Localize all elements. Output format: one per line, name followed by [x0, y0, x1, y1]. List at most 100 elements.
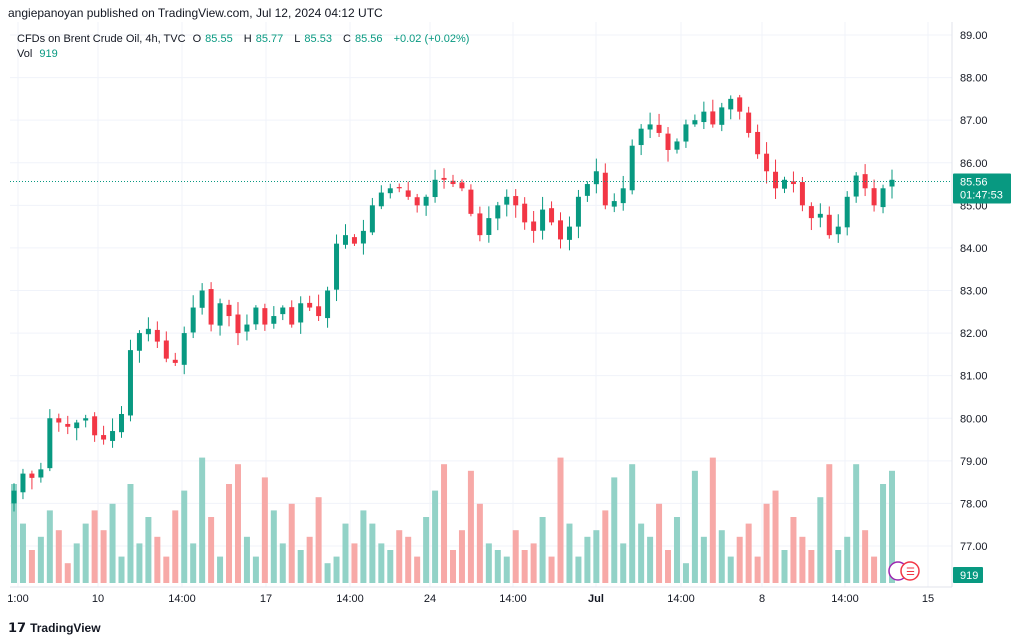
- volume-bar: [109, 503, 116, 583]
- volume-bar: [691, 470, 698, 583]
- volume-bar: [351, 543, 358, 583]
- volume-bar: [620, 543, 627, 583]
- close-label: C 85.56: [343, 33, 383, 45]
- volume-bar: [503, 556, 510, 583]
- price-tick-label: 81.00: [960, 371, 988, 383]
- volume-bar: [369, 523, 376, 583]
- volume-bar: [476, 503, 483, 583]
- price-tick-label: 88.00: [960, 73, 988, 85]
- volume-bar: [602, 510, 609, 583]
- volume-bar: [647, 536, 654, 583]
- volume-bar: [772, 490, 779, 583]
- volume-bar: [441, 464, 448, 583]
- candle-body: [172, 359, 178, 363]
- time-tick-label: 14:00: [336, 593, 364, 605]
- candle-body: [190, 307, 196, 333]
- candle-body: [47, 418, 53, 469]
- candle-body: [495, 205, 501, 219]
- volume-bar: [709, 457, 716, 583]
- price-tick-label: 89.00: [960, 30, 988, 42]
- candle-body: [620, 188, 626, 204]
- time-tick-label: 8: [759, 593, 765, 605]
- candle-body: [145, 328, 151, 335]
- price-tick-label: 78.00: [960, 498, 988, 510]
- volume-bar: [575, 556, 582, 583]
- volume-bar: [665, 550, 672, 583]
- candle-body: [298, 303, 304, 323]
- volume-bar: [611, 477, 618, 583]
- candle-body: [504, 196, 510, 205]
- candle-body: [226, 304, 232, 317]
- volume-bar: [405, 536, 412, 583]
- candle-body: [584, 184, 590, 196]
- time-tick-label: 17: [260, 593, 272, 605]
- candle-body: [459, 182, 465, 189]
- price-tick-label: 83.00: [960, 286, 988, 298]
- volume-bar: [208, 517, 215, 583]
- volume-bar: [817, 497, 824, 583]
- volume-bar: [243, 536, 250, 583]
- plot-background: [10, 22, 952, 587]
- vol-label[interactable]: Vol: [17, 48, 33, 60]
- volume-bar: [181, 490, 188, 583]
- volume-bar: [55, 530, 62, 583]
- volume-bar: [82, 523, 89, 583]
- last-price-value: 85.56: [960, 176, 988, 188]
- candle-body: [199, 290, 205, 308]
- volume-bar: [342, 523, 349, 583]
- volume-bar: [378, 543, 385, 583]
- volume-bar: [584, 536, 591, 583]
- candle-body: [244, 324, 250, 332]
- volume-bars: [11, 457, 895, 583]
- time-axis[interactable]: 1:00 10 14:00 17 14:00 24 14:00 Jul 14:00 8 14:00 1…: [7, 586, 952, 605]
- candle-body: [674, 141, 680, 150]
- candle-body: [647, 124, 653, 130]
- price-tick-label: 86.00: [960, 158, 988, 170]
- volume-bar: [217, 556, 224, 583]
- grid: [10, 22, 952, 587]
- volume-bar: [306, 536, 313, 583]
- low-value: 85.53: [304, 33, 332, 45]
- volume-bar: [458, 530, 465, 583]
- candle-body: [790, 181, 796, 185]
- volume-bar: [100, 530, 107, 583]
- tradingview-logo-icon: 𝟭𝟳: [8, 620, 27, 635]
- volume-bar: [127, 484, 134, 583]
- candle-body: [289, 307, 295, 325]
- events-icon[interactable]: ☰: [888, 561, 920, 581]
- candle-body: [683, 124, 689, 142]
- ohlc-row: CFDs on Brent Crude Oil, 4h, TVC O 85.55 …: [17, 32, 473, 47]
- volume-bar: [467, 470, 474, 583]
- candle-body: [755, 131, 761, 155]
- candle-body: [549, 208, 555, 223]
- volume-bar: [781, 550, 788, 583]
- candle-body: [889, 179, 895, 187]
- time-tick-label: 14:00: [499, 593, 527, 605]
- price-axis[interactable]: 89.0088.0087.0086.0085.0084.0083.0082.00…: [951, 22, 988, 587]
- symbol-title[interactable]: CFDs on Brent Crude Oil, 4h, TVC: [17, 33, 186, 45]
- candle-body: [262, 308, 268, 325]
- candle-body: [405, 190, 411, 197]
- time-tick-label: 14:00: [667, 593, 695, 605]
- candle-body: [871, 188, 877, 206]
- volume-bar: [288, 503, 295, 583]
- price-tick-label: 82.00: [960, 328, 988, 340]
- volume-bar: [172, 510, 179, 583]
- candle-body: [280, 307, 286, 315]
- low-label: L 85.53: [294, 33, 332, 45]
- time-tick-label: 14:00: [168, 593, 196, 605]
- volume-bar: [64, 563, 71, 583]
- volume-bar: [494, 550, 501, 583]
- time-tick-label: 24: [424, 593, 436, 605]
- time-tick-label: Jul: [588, 593, 604, 605]
- high-label: H 85.77: [243, 33, 284, 45]
- candle-body: [638, 128, 644, 146]
- price-tick-label: 80.00: [960, 413, 988, 425]
- volume-bar: [880, 484, 887, 583]
- volume-bar: [118, 556, 125, 583]
- footer-brand[interactable]: 𝟭𝟳 TradingView: [8, 620, 101, 636]
- candle-body: [369, 205, 375, 233]
- candle-body: [235, 314, 241, 334]
- candle-body: [692, 120, 698, 125]
